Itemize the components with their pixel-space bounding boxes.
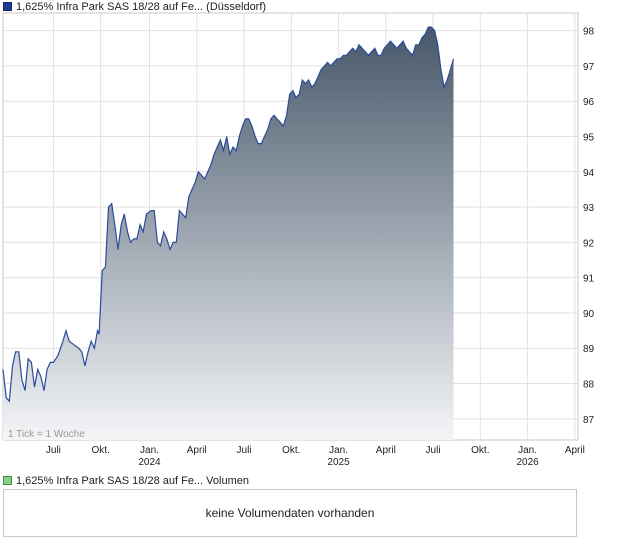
- y-tick-label: 98: [583, 27, 595, 38]
- x-tick-label: Jan.: [329, 445, 348, 456]
- y-tick-label: 94: [583, 168, 595, 179]
- volume-legend-label: 1,625% Infra Park SAS 18/28 auf Fe... Vo…: [16, 475, 249, 487]
- y-tick-label: 87: [583, 415, 595, 426]
- price-legend-label: 1,625% Infra Park SAS 18/28 auf Fe... (D…: [16, 1, 267, 13]
- x-tick-year-label: 2025: [327, 457, 350, 468]
- y-tick-label: 95: [583, 133, 595, 144]
- x-tick-label: Juli: [237, 445, 252, 456]
- volume-legend: 1,625% Infra Park SAS 18/28 auf Fe... Vo…: [3, 475, 249, 487]
- x-tick-label: April: [565, 445, 585, 456]
- x-tick-year-label: 2026: [516, 457, 539, 468]
- y-tick-label: 90: [583, 309, 595, 320]
- x-tick-label: Juli: [426, 445, 441, 456]
- x-tick-label: Okt.: [471, 445, 489, 456]
- y-tick-label: 88: [583, 380, 595, 391]
- volume-panel: keine Volumendaten vorhanden: [3, 489, 577, 537]
- volume-empty-message: keine Volumendaten vorhanden: [205, 506, 375, 520]
- x-tick-year-label: 2024: [138, 457, 161, 468]
- x-tick-label: Juli: [46, 445, 61, 456]
- x-tick-label: April: [187, 445, 207, 456]
- price-line: [2, 26, 455, 403]
- price-area: [3, 27, 454, 440]
- x-tick-label: April: [376, 445, 396, 456]
- y-tick-label: 96: [583, 97, 595, 108]
- tick-note: 1 Tick = 1 Woche: [8, 429, 85, 440]
- x-tick-label: Jan.: [140, 445, 159, 456]
- volume-series-swatch: [3, 476, 12, 485]
- x-tick-label: Okt.: [282, 445, 300, 456]
- price-series-swatch: [3, 2, 12, 11]
- y-tick-label: 97: [583, 62, 595, 73]
- y-tick-label: 93: [583, 203, 595, 214]
- x-tick-label: Okt.: [91, 445, 109, 456]
- y-tick-label: 92: [583, 238, 595, 249]
- y-axis: 87 88 89 90 91 92 93 94 95 96 97 98: [583, 27, 595, 426]
- x-tick-label: Jan.: [518, 445, 537, 456]
- price-legend: 1,625% Infra Park SAS 18/28 auf Fe... (D…: [3, 1, 266, 13]
- y-tick-label: 91: [583, 274, 595, 285]
- y-tick-label: 89: [583, 344, 595, 355]
